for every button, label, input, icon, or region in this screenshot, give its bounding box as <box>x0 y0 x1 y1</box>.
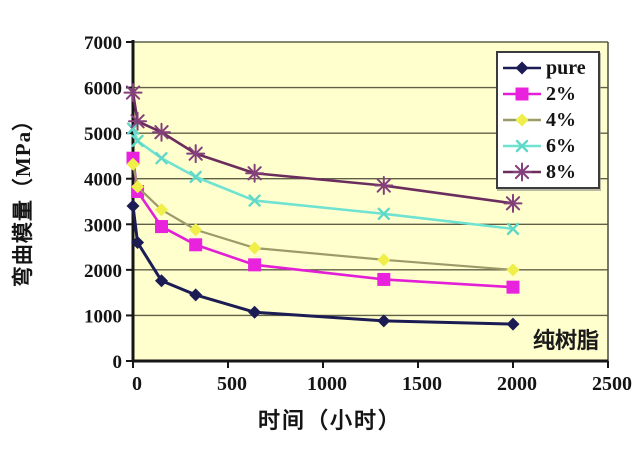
marker-8% <box>128 111 148 131</box>
marker-6% <box>155 152 168 165</box>
marker-2% <box>377 272 391 286</box>
marker-2% <box>155 220 168 234</box>
legend-marker-icon <box>503 162 541 182</box>
x-tick-label: 2500 <box>592 373 632 395</box>
legend-item-4pct: 4% <box>501 109 595 131</box>
y-tick-label: 7000 <box>84 33 122 54</box>
marker-8% <box>245 163 265 183</box>
x-tick-label: 2000 <box>497 373 537 395</box>
marker-4% <box>248 241 262 255</box>
marker-4% <box>189 223 203 237</box>
marker-pure <box>131 236 145 250</box>
marker-2% <box>506 280 520 294</box>
legend-marker-icon <box>503 87 541 101</box>
marker-2% <box>248 258 262 272</box>
legend-marker-6% <box>515 139 529 153</box>
legend-item-6pct: 6% <box>501 135 595 157</box>
marker-8% <box>152 122 171 142</box>
marker-8% <box>186 144 206 164</box>
legend-item-label: 6% <box>546 135 576 157</box>
legend-item-label: 8% <box>546 161 576 183</box>
marker-pure <box>377 314 391 328</box>
legend-marker-2% <box>515 87 529 101</box>
y-tick-label: 2000 <box>84 261 122 282</box>
marker-pure <box>155 274 168 288</box>
series-8% <box>123 83 523 213</box>
series-6% <box>126 122 520 236</box>
marker-6% <box>377 207 390 221</box>
marker-8% <box>503 193 523 213</box>
legend-item-label: 2% <box>546 83 576 105</box>
x-axis-title: 时间（小时） <box>257 408 403 433</box>
marker-8% <box>374 176 394 196</box>
x-tick-label: 500 <box>217 373 247 395</box>
marker-pure <box>506 317 520 331</box>
marker-pure <box>248 305 262 319</box>
marker-4% <box>131 180 145 194</box>
legend-item-8pct: 8% <box>501 161 595 183</box>
marker-6% <box>506 222 520 236</box>
legend-marker-icon <box>503 139 541 153</box>
legend-marker-pure <box>515 61 529 75</box>
legend-marker-4% <box>515 113 529 127</box>
series-4% <box>126 157 520 277</box>
marker-pure <box>189 288 203 302</box>
marker-4% <box>506 263 520 277</box>
marker-6% <box>248 194 261 207</box>
pure-resin-annotation: 纯树脂 <box>533 328 600 353</box>
legend-marker-icon <box>503 113 541 127</box>
y-tick-label: 1000 <box>84 306 122 327</box>
legend-marker-icon <box>503 61 541 75</box>
y-tick-label: 4000 <box>84 170 122 191</box>
y-tick-label: 3000 <box>84 215 122 236</box>
marker-6% <box>126 122 140 135</box>
x-tick-label: 1000 <box>307 373 347 395</box>
legend-item-2pct: 2% <box>501 83 595 105</box>
marker-6% <box>189 170 202 184</box>
y-tick-label: 6000 <box>84 79 122 100</box>
y-tick-label: 5000 <box>84 124 122 145</box>
marker-4% <box>155 203 168 217</box>
marker-6% <box>131 134 144 148</box>
x-tick-label: 1500 <box>402 373 442 395</box>
legend-item-label: pure <box>546 57 586 79</box>
x-tick-label: 0 <box>132 373 142 395</box>
y-tick-label: 0 <box>113 352 123 373</box>
marker-pure <box>126 199 140 213</box>
marker-4% <box>126 157 140 171</box>
series-pure <box>126 199 520 331</box>
marker-4% <box>377 253 391 267</box>
marker-8% <box>123 83 143 103</box>
marker-2% <box>189 238 203 252</box>
legend-marker-8% <box>512 162 532 182</box>
y-axis-title: 弯曲模量（MPa） <box>11 108 35 288</box>
legend-item-label: 4% <box>546 109 576 131</box>
legend: pure 2% 4% 6% 8% <box>496 51 600 189</box>
legend-item-pure: pure <box>501 57 595 79</box>
